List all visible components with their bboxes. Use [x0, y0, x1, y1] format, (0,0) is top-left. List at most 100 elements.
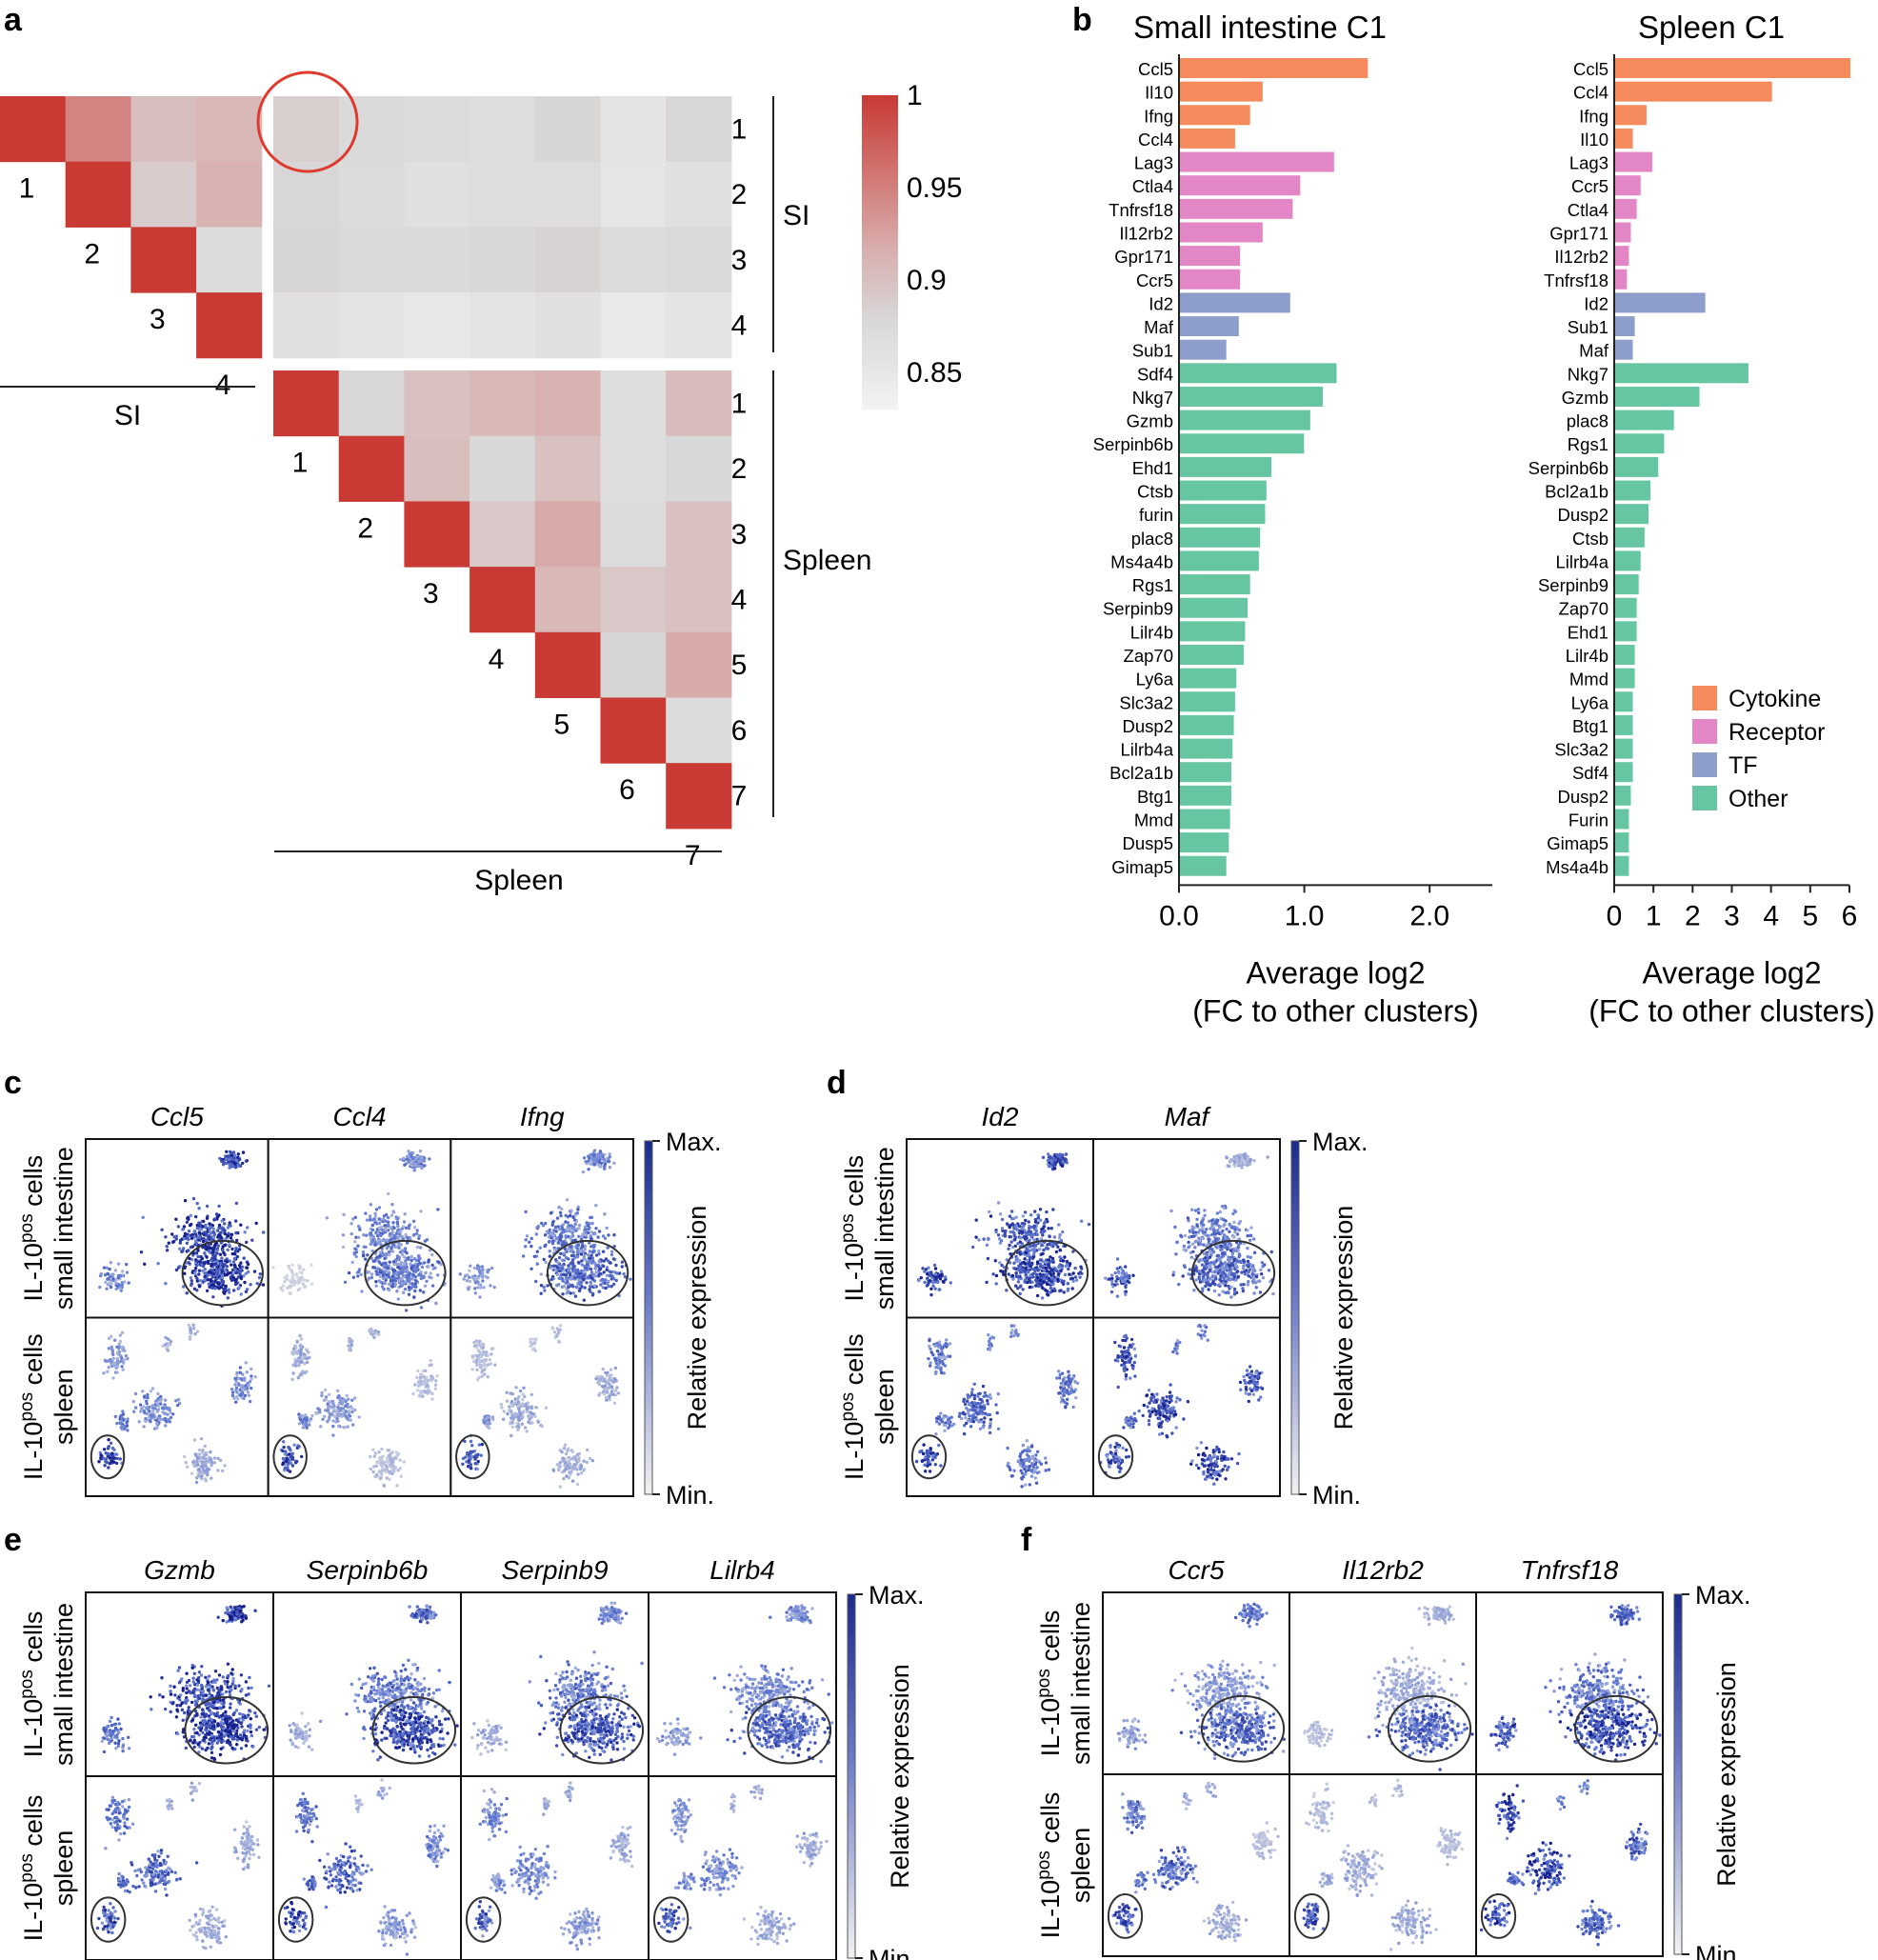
- cluster-circle: [272, 1434, 308, 1480]
- spleen-col-label: 2: [357, 512, 373, 544]
- bar: [1180, 58, 1369, 78]
- spleen-bottom-label: Spleen: [474, 865, 563, 896]
- cluster-circle: [559, 1696, 645, 1765]
- bar-category-label: Id2: [1584, 293, 1608, 313]
- heatmap-cell-si-spleen: [666, 227, 732, 293]
- cluster-circle: [181, 1239, 264, 1307]
- si-row-label: 1: [731, 113, 748, 145]
- bar-category-label: Maf: [1579, 341, 1609, 361]
- row-label-si: IL-10pos cells: [1034, 1610, 1065, 1757]
- bar-category-label: Ctla4: [1568, 200, 1608, 220]
- colorbar-title: Relative expression: [886, 1664, 914, 1889]
- bar-category-label: plac8: [1131, 529, 1173, 549]
- bar: [1180, 480, 1267, 501]
- tsne-plot: [85, 1591, 274, 1777]
- tsne-plot: [1475, 1591, 1664, 1775]
- category-legend: Cytokine Receptor TF Other: [1692, 686, 1825, 812]
- heatmap-cell-spleen-spleen: [404, 501, 470, 568]
- colorbar-min-label: Min.: [1312, 1481, 1361, 1510]
- si-row-label: 3: [731, 245, 748, 276]
- heatmap-cell-spleen-spleen: [600, 631, 667, 698]
- bar: [1180, 550, 1259, 571]
- cluster-circle: [747, 1696, 832, 1765]
- cluster-circle: [1190, 1239, 1276, 1307]
- bar-category-label: Gimap5: [1111, 857, 1173, 877]
- bar-category-label: Nkg7: [1132, 388, 1173, 408]
- cluster-circle: [1387, 1694, 1472, 1763]
- bar: [1615, 832, 1629, 853]
- cluster-circle: [184, 1696, 270, 1765]
- si-side-label: SI: [783, 200, 809, 231]
- tsne-points: [283, 1778, 450, 1956]
- bar-category-label: Gzmb: [1127, 411, 1173, 431]
- heatmap-cell-spleen-spleen: [470, 370, 536, 437]
- colorbar-min-label: Min.: [869, 1945, 917, 1960]
- spleen-side-label: Spleen: [783, 545, 871, 576]
- bar-category-label: Ccl5: [1138, 59, 1173, 79]
- bar: [1615, 433, 1665, 454]
- colorbar-min-label: Min.: [666, 1481, 714, 1510]
- bar: [1180, 222, 1263, 243]
- heat-colorbar: [862, 95, 898, 410]
- bar-category-label: Serpinb6b: [1528, 458, 1608, 478]
- cluster-circle: [90, 1896, 127, 1943]
- bar: [1615, 597, 1637, 618]
- heatmap-cell-si-spleen: [273, 96, 340, 163]
- bar: [1615, 456, 1659, 477]
- bar-category-label: Slc3a2: [1119, 692, 1173, 712]
- bar: [1180, 456, 1272, 477]
- bar-category-label: Lag3: [1134, 153, 1173, 173]
- bar-category-label: Ctla4: [1132, 176, 1173, 196]
- heatmap-cell-si-spleen: [534, 96, 601, 163]
- cluster-circle: [1480, 1893, 1517, 1939]
- heatmap-cell-spleen-spleen: [404, 435, 470, 502]
- panel-label: f: [1021, 1522, 1032, 1558]
- heatmap-cell-si-spleen: [470, 227, 536, 293]
- x-tick-label: 5: [1802, 900, 1818, 931]
- heatmap-cell-si-spleen: [600, 96, 667, 163]
- expression-colorbar: [847, 1593, 856, 1959]
- gene-label: Ccl5: [150, 1102, 204, 1131]
- heatmap-cell-spleen-spleen: [534, 370, 601, 437]
- bar: [1180, 645, 1245, 665]
- cluster-circle: [455, 1434, 490, 1480]
- heatmap-cell-spleen-spleen: [666, 501, 732, 568]
- bar: [1180, 762, 1231, 783]
- heatmap-cell-si-spleen: [338, 161, 405, 228]
- bar-category-label: Serpinb9: [1103, 599, 1173, 619]
- x-tick-label: 1.0: [1285, 900, 1325, 931]
- panel-label-a: a: [4, 2, 23, 38]
- spleen-col-label: 7: [685, 840, 701, 871]
- bar: [1180, 597, 1249, 618]
- x-axis-label-2: (FC to other clusters): [1588, 993, 1875, 1028]
- tsne-points: [1104, 1151, 1275, 1299]
- bar-category-label: Dusp5: [1123, 833, 1173, 853]
- bar: [1180, 175, 1301, 196]
- heatmap-cell-si-spleen: [666, 96, 732, 163]
- heatmap-cell-si-si: [196, 161, 263, 228]
- bar-category-label: Gpr171: [1549, 223, 1608, 243]
- bar-category-label: Sub1: [1568, 317, 1608, 337]
- heat-colorbar-tick: 0.85: [907, 357, 962, 389]
- bar: [1615, 809, 1629, 830]
- expression-colorbar: [644, 1140, 653, 1495]
- bar-category-label: Ccl4: [1573, 83, 1608, 103]
- bar: [1180, 714, 1234, 735]
- spleen-row-label: 4: [731, 584, 748, 615]
- bar: [1615, 855, 1629, 876]
- tsne-points: [288, 1604, 459, 1762]
- bar-category-label: Ctsb: [1572, 529, 1608, 549]
- bar-category-label: Zap70: [1124, 646, 1173, 666]
- bar: [1180, 691, 1235, 712]
- heatmap-cell-spleen-spleen: [470, 501, 536, 568]
- heatmap-cell-si-si: [196, 96, 263, 163]
- heatmap-cell-spleen-spleen: [600, 435, 667, 502]
- heat-colorbar-ticks: 1 0.95 0.9 0.85: [907, 80, 962, 389]
- heatmap-cell-si-spleen: [666, 161, 732, 228]
- gene-label: Lilrb4: [709, 1555, 774, 1585]
- bar-category-label: Mmd: [1134, 810, 1173, 830]
- bar-category-label: plac8: [1567, 411, 1608, 431]
- panel-e: e Gzmb Serpinb6b Serpinb9 Lilrb4 IL-10pos cel…: [4, 1522, 925, 1960]
- cluster-circle: [1107, 1893, 1144, 1939]
- bar-category-label: Gimap5: [1547, 833, 1608, 853]
